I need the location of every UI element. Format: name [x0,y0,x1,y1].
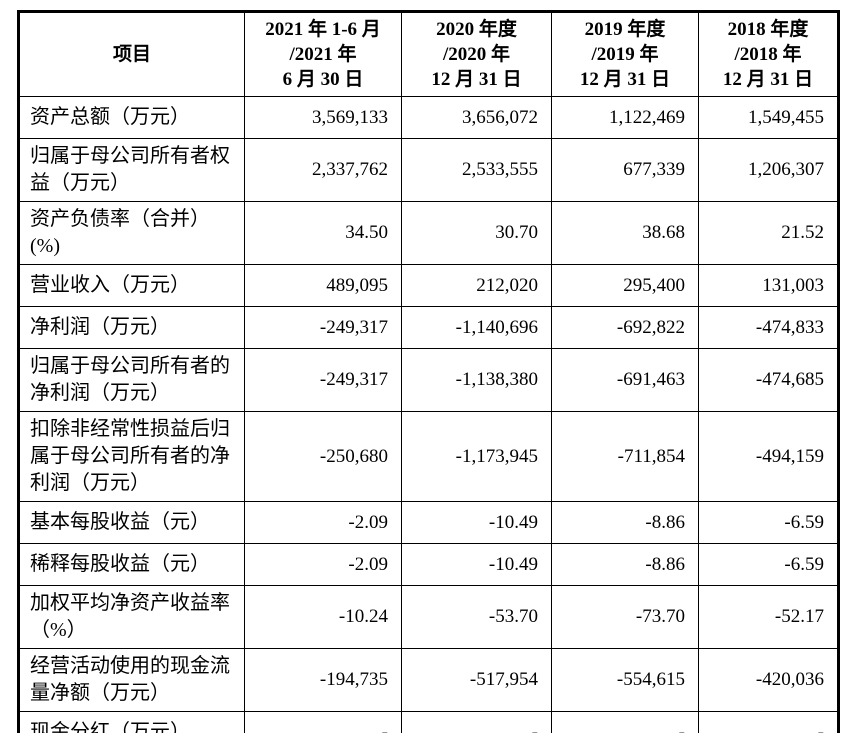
row-label: 加权平均净资产收益率（%） [17,585,245,650]
cell-value: -692,822 [551,306,699,350]
column-header-period-2019: 2019 年度 /2019 年 12 月 31 日 [551,9,699,98]
cell-value: 131,003 [698,264,840,308]
cell-value: 30.70 [401,201,552,266]
cell-value: -52.17 [698,585,840,650]
cell-value: 3,569,133 [244,96,402,140]
row-label: 基本每股收益（元） [17,501,245,545]
cell-value: -10.24 [244,585,402,650]
table-row-diluted-eps: 稀释每股收益（元） -2.09 -10.49 -8.86 -6.59 [17,543,840,587]
financial-summary-table: 项目 2021 年 1-6 月 /2021 年 6 月 30 日 2020 年度… [17,9,840,733]
cell-value: 1,549,455 [698,96,840,140]
cell-value: 2,337,762 [244,138,402,203]
cell-value: 1,206,307 [698,138,840,203]
cell-value: 3,656,072 [401,96,552,140]
cell-value: - [698,711,840,733]
row-label: 归属于母公司所有者的净利润（万元） [17,348,245,413]
cell-value: -2.09 [244,501,402,545]
row-label: 现金分红（万元） [17,711,245,733]
row-label: 资产总额（万元） [17,96,245,140]
cell-value: -2.09 [244,543,402,587]
table-row-weighted-roe: 加权平均净资产收益率（%） -10.24 -53.70 -73.70 -52.1… [17,585,840,650]
cell-value: -711,854 [551,411,699,503]
table-row-parent-equity: 归属于母公司所有者权益（万元） 2,337,762 2,533,555 677,… [17,138,840,203]
cell-value: - [401,711,552,733]
table-row-operating-cash-flow: 经营活动使用的现金流量净额（万元） -194,735 -517,954 -554… [17,648,840,713]
cell-value: 34.50 [244,201,402,266]
column-header-period-2021: 2021 年 1-6 月 /2021 年 6 月 30 日 [244,9,402,98]
table-row-basic-eps: 基本每股收益（元） -2.09 -10.49 -8.86 -6.59 [17,501,840,545]
cell-value: -517,954 [401,648,552,713]
cell-value: 489,095 [244,264,402,308]
table-row-net-profit: 净利润（万元） -249,317 -1,140,696 -692,822 -47… [17,306,840,350]
cell-value: -1,173,945 [401,411,552,503]
cell-value: -10.49 [401,501,552,545]
cell-value: -250,680 [244,411,402,503]
cell-value: -53.70 [401,585,552,650]
cell-value: 212,020 [401,264,552,308]
cell-value: -6.59 [698,501,840,545]
cell-value: -1,138,380 [401,348,552,413]
cell-value: 295,400 [551,264,699,308]
cell-value: -8.86 [551,501,699,545]
row-label: 净利润（万元） [17,306,245,350]
cell-value: -494,159 [698,411,840,503]
cell-value: 38.68 [551,201,699,266]
row-label: 资产负债率（合并）(%) [17,201,245,266]
table-row-cash-dividend: 现金分红（万元） - - - - [17,711,840,733]
cell-value: -249,317 [244,306,402,350]
row-label: 经营活动使用的现金流量净额（万元） [17,648,245,713]
row-label: 归属于母公司所有者权益（万元） [17,138,245,203]
table-row-adjusted-net-profit: 扣除非经常性损益后归属于母公司所有者的净利润（万元） -250,680 -1,1… [17,411,840,503]
cell-value: -474,833 [698,306,840,350]
cell-value: -474,685 [698,348,840,413]
cell-value: - [551,711,699,733]
row-label: 稀释每股收益（元） [17,543,245,587]
cell-value: -1,140,696 [401,306,552,350]
cell-value: -73.70 [551,585,699,650]
column-header-period-2020: 2020 年度 /2020 年 12 月 31 日 [401,9,552,98]
cell-value: -6.59 [698,543,840,587]
cell-value: 21.52 [698,201,840,266]
cell-value: -194,735 [244,648,402,713]
column-header-period-2018: 2018 年度 /2018 年 12 月 31 日 [698,9,840,98]
row-label: 营业收入（万元） [17,264,245,308]
table-row-debt-ratio: 资产负债率（合并）(%) 34.50 30.70 38.68 21.52 [17,201,840,266]
cell-value: 677,339 [551,138,699,203]
cell-value: - [244,711,402,733]
cell-value: -554,615 [551,648,699,713]
table-row-revenue: 营业收入（万元） 489,095 212,020 295,400 131,003 [17,264,840,308]
cell-value: -10.49 [401,543,552,587]
cell-value: -249,317 [244,348,402,413]
column-header-item: 项目 [17,9,245,98]
row-label: 扣除非经常性损益后归属于母公司所有者的净利润（万元） [17,411,245,503]
table-row-parent-net-profit: 归属于母公司所有者的净利润（万元） -249,317 -1,138,380 -6… [17,348,840,413]
cell-value: -8.86 [551,543,699,587]
cell-value: 1,122,469 [551,96,699,140]
table-header-row: 项目 2021 年 1-6 月 /2021 年 6 月 30 日 2020 年度… [17,9,840,98]
cell-value: 2,533,555 [401,138,552,203]
cell-value: -420,036 [698,648,840,713]
cell-value: -691,463 [551,348,699,413]
table-row-total-assets: 资产总额（万元） 3,569,133 3,656,072 1,122,469 1… [17,96,840,140]
